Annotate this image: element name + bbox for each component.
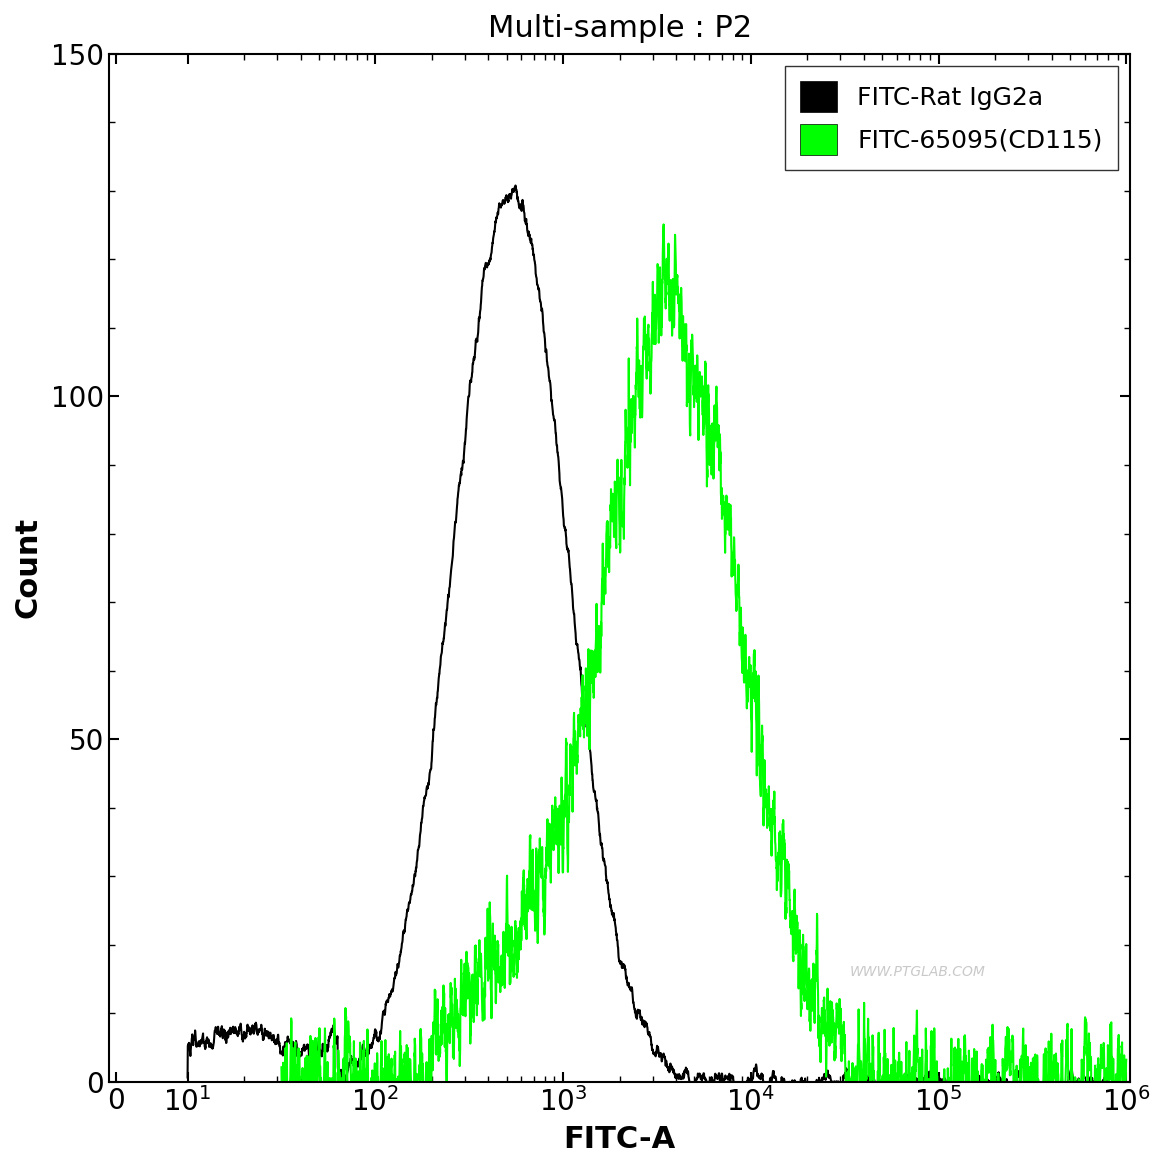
Title: Multi-sample : P2: Multi-sample : P2	[488, 14, 751, 43]
Legend: FITC-Rat IgG2a, FITC-65095(CD115): FITC-Rat IgG2a, FITC-65095(CD115)	[785, 67, 1117, 169]
Text: WWW.PTGLAB.COM: WWW.PTGLAB.COM	[849, 965, 986, 979]
X-axis label: FITC-A: FITC-A	[564, 1125, 676, 1154]
Y-axis label: Count: Count	[14, 517, 43, 618]
